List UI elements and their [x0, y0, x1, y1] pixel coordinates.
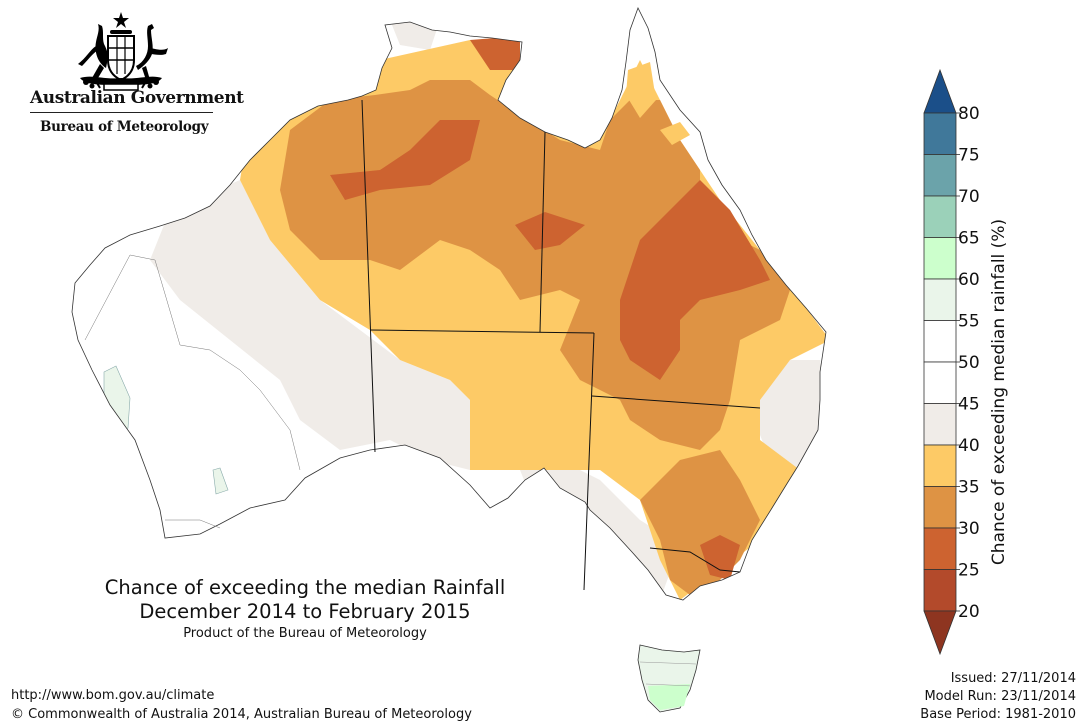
- bureau-name: Bureau of Meteorology: [40, 119, 209, 135]
- legend-band-45-50: [923, 361, 957, 404]
- legend-band-65-70: [923, 195, 957, 238]
- legend-band-35-40: [923, 444, 957, 487]
- legend-band-20-25: [923, 569, 957, 612]
- legend-axis-label: Chance of exceeding median rainfall (%): [989, 219, 1009, 565]
- legend-band-40-45: [923, 403, 957, 446]
- model-run-date: Model Run: 23/11/2014: [924, 689, 1076, 704]
- legend-above-arrow: [923, 68, 957, 114]
- legend-tick-label: 75: [958, 146, 980, 166]
- legend-tick-label: 70: [958, 187, 980, 207]
- legend-tick-label: 25: [958, 561, 980, 581]
- legend-tick-label: 30: [958, 519, 980, 539]
- legend-band-75-80: [923, 112, 957, 155]
- legend-band-70-75: [923, 154, 957, 197]
- legend-tick-label: 55: [958, 312, 980, 332]
- map-period: December 2014 to February 2015: [139, 600, 471, 623]
- copyright-notice: © Commonwealth of Australia 2014, Austra…: [11, 707, 472, 722]
- legend-tick-label: 35: [958, 478, 980, 498]
- legend-band-30-35: [923, 486, 957, 529]
- coat-of-arms-logo: [78, 12, 168, 91]
- legend-band-25-30: [923, 527, 957, 570]
- legend-tick-label: 20: [958, 602, 980, 622]
- legend-tick-label: 65: [958, 229, 980, 249]
- legend-tick-label: 40: [958, 436, 980, 456]
- issue-metadata: Issued: 27/11/2014 Model Run: 23/11/2014…: [920, 670, 1076, 724]
- legend-below-arrow: [923, 610, 957, 656]
- legend-tick-label: 80: [958, 104, 980, 124]
- climate-url-link[interactable]: http://www.bom.gov.au/climate: [11, 688, 215, 703]
- base-period: Base Period: 1981-2010: [920, 707, 1076, 722]
- product-credit: Product of the Bureau of Meteorology: [183, 626, 427, 641]
- map-title: Chance of exceeding the median Rainfall: [104, 576, 506, 599]
- legend-band-50-55: [923, 320, 957, 363]
- legend-colorbar: 20 25 30 35 40 45 50 55 60 65 70 75 80 Chance of exce…: [923, 68, 1009, 656]
- map-title-block: Chance of exceeding the median Rainfall …: [20, 576, 590, 641]
- issued-date: Issued: 27/11/2014: [950, 671, 1076, 686]
- header-divider: [30, 112, 213, 113]
- government-name: Australian Government: [30, 88, 244, 108]
- legend-tick-label: 45: [958, 395, 980, 415]
- legend-band-60-65: [923, 237, 957, 280]
- legend-tick-label: 50: [958, 353, 980, 373]
- legend-tick-label: 60: [958, 270, 980, 290]
- legend-band-55-60: [923, 278, 957, 321]
